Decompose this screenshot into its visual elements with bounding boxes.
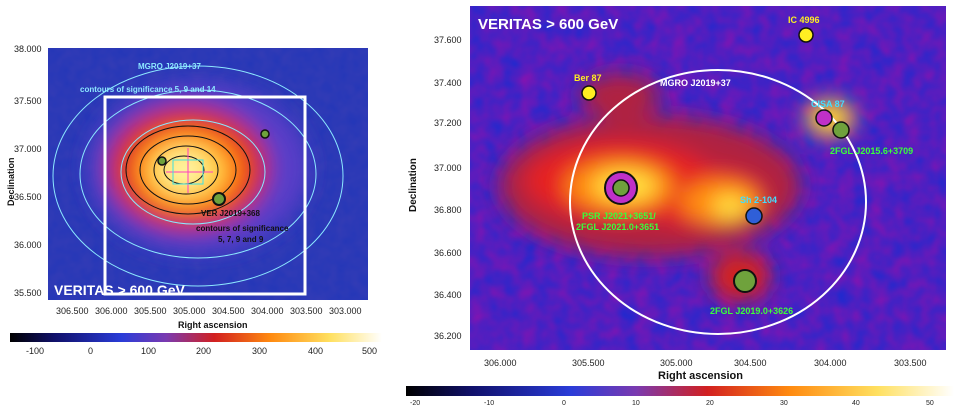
left-cb-tick: 300 (252, 346, 267, 356)
right-corner-label: VERITAS > 600 GeV (478, 16, 618, 33)
right-xtick: 303.500 (894, 358, 927, 368)
right-ytick: 36.200 (434, 331, 462, 341)
left-xtick: 305.000 (173, 306, 206, 316)
left-map: MGRO J2019+37 contours of significance 5… (48, 48, 368, 300)
left-mgro-contours-label: contours of significance 5, 9 and 14 (80, 85, 216, 94)
right-ytick: 36.600 (434, 248, 462, 258)
fgl2019-label: 2FGL J2019.0+3626 (710, 306, 793, 316)
psr-label-2: 2FGL J2021.0+3651 (576, 222, 659, 232)
left-cb-tick: 200 (196, 346, 211, 356)
sh2-marker (746, 208, 762, 224)
right-cb-tick: -10 (484, 400, 494, 407)
left-cb-tick: 400 (308, 346, 323, 356)
left-ytick: 35.500 (14, 288, 42, 298)
right-ytick: 36.800 (434, 205, 462, 215)
right-colorbar (406, 386, 954, 396)
fgl2015-marker (833, 122, 849, 138)
right-ylabel: Declination (408, 158, 419, 212)
right-xtick: 305.500 (572, 358, 605, 368)
right-mgro-label: MGRO J2019+37 (660, 78, 731, 88)
left-colorbar (10, 333, 382, 342)
left-ytick: 38.000 (14, 44, 42, 54)
ic4996-label: IC 4996 (788, 15, 820, 25)
left-xtick: 305.500 (134, 306, 167, 316)
left-xtick: 304.000 (251, 306, 284, 316)
left-ytick: 36.500 (14, 192, 42, 202)
sh2-label: Sh 2-104 (740, 195, 777, 205)
left-xtick: 303.000 (329, 306, 362, 316)
right-cb-tick: 10 (632, 400, 640, 407)
right-xlabel: Right ascension (658, 370, 743, 382)
right-ytick: 36.400 (434, 290, 462, 300)
left-xtick: 304.500 (212, 306, 245, 316)
right-ytick: 37.400 (434, 78, 462, 88)
ic4996-marker (799, 28, 813, 42)
left-ver-label: VER J2019+368 (201, 209, 260, 218)
left-corner-label: VERITAS > 600 GeV (54, 282, 185, 298)
left-source-2 (261, 130, 269, 138)
right-cb-tick: 0 (562, 400, 566, 407)
left-cb-tick: 100 (141, 346, 156, 356)
right-ytick: 37.600 (434, 35, 462, 45)
left-source-3 (213, 193, 225, 205)
left-xtick: 306.000 (95, 306, 128, 316)
right-cb-tick: 40 (852, 400, 860, 407)
left-xtick: 303.500 (290, 306, 323, 316)
fgl2015-label: 2FGL J2015.6+3709 (830, 146, 913, 156)
right-cb-tick: -20 (410, 400, 420, 407)
left-panel: MGRO J2019+37 contours of significance 5… (0, 0, 400, 416)
ber87-label: Ber 87 (574, 73, 602, 83)
left-ytick: 37.000 (14, 144, 42, 154)
right-xtick: 306.000 (484, 358, 517, 368)
psr-label-1: PSR J2021+3651/ (582, 211, 656, 221)
left-xlabel: Right ascension (178, 320, 248, 330)
right-ytick: 37.200 (434, 118, 462, 128)
ber87-marker (582, 86, 596, 100)
right-ytick: 37.000 (434, 163, 462, 173)
right-cb-tick: 30 (780, 400, 788, 407)
right-xtick: 304.000 (814, 358, 847, 368)
left-cb-tick: 0 (88, 346, 93, 356)
cisa-label: CISA 87 (811, 99, 845, 109)
right-cb-tick: 20 (706, 400, 714, 407)
cisa-marker (816, 110, 832, 126)
psr-inner-marker (613, 180, 629, 196)
left-ver-contours-1: contours of significance (196, 224, 288, 233)
right-panel: VERITAS > 600 GeV MGRO J2019+37 IC 4996 … (400, 0, 959, 416)
fgl2019-marker (734, 270, 756, 292)
left-source-1 (158, 157, 166, 165)
left-xtick: 306.500 (56, 306, 89, 316)
left-cb-tick: -100 (26, 346, 44, 356)
left-cb-tick: 500 (362, 346, 377, 356)
right-cb-tick: 50 (926, 400, 934, 407)
right-xtick: 305.000 (660, 358, 693, 368)
left-mgro-label: MGRO J2019+37 (138, 62, 201, 71)
right-map: VERITAS > 600 GeV MGRO J2019+37 IC 4996 … (470, 6, 946, 350)
left-ver-contours-2: 5, 7, 9 and 9 (218, 235, 263, 244)
left-ytick: 36.000 (14, 240, 42, 250)
right-xtick: 304.500 (734, 358, 767, 368)
left-ytick: 37.500 (14, 96, 42, 106)
